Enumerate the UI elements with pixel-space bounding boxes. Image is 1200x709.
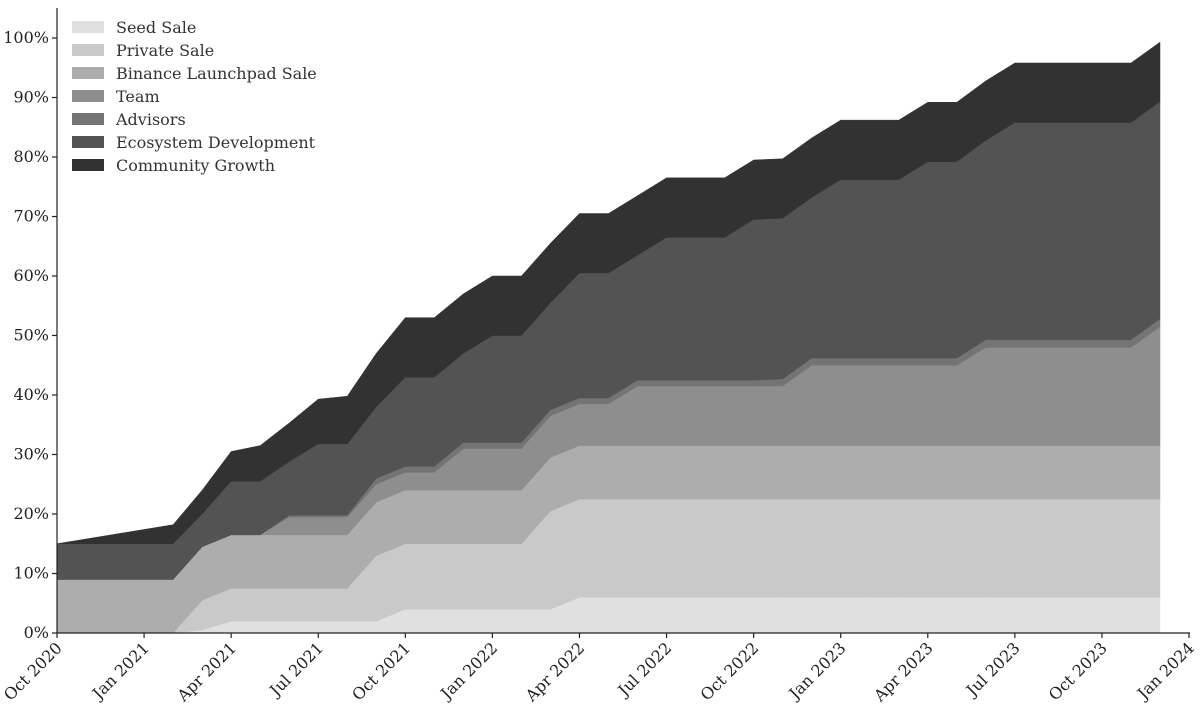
legend-item: Seed Sale xyxy=(72,18,196,37)
legend-label: Team xyxy=(116,87,160,106)
legend-label: Binance Launchpad Sale xyxy=(116,64,317,83)
x-tick-label: Jan 2024 xyxy=(1132,638,1198,704)
legend: Seed Sale Private Sale Binance Launchpad S… xyxy=(72,18,317,175)
legend-swatch xyxy=(72,67,104,79)
x-tick-label: Apr 2021 xyxy=(173,638,240,705)
legend-swatch xyxy=(72,159,104,171)
y-tick-label: 30% xyxy=(13,445,49,464)
y-tick-label: 50% xyxy=(13,326,49,345)
x-tick-label: Jan 2021 xyxy=(87,638,153,704)
legend-item: Ecosystem Development xyxy=(72,133,316,152)
y-tick-label: 90% xyxy=(13,88,49,107)
x-tick-label: Jul 2021 xyxy=(264,638,327,701)
x-tick-label: Oct 2023 xyxy=(1045,638,1111,704)
x-tick-label: Apr 2023 xyxy=(869,638,936,705)
x-tick-label: Jul 2022 xyxy=(613,638,676,701)
area-series-group xyxy=(56,41,1161,634)
legend-swatch xyxy=(72,90,104,102)
y-tick-label: 70% xyxy=(13,207,49,226)
y-tick-label: 100% xyxy=(3,28,49,47)
x-tick-label: Jul 2023 xyxy=(961,638,1024,701)
legend-item: Private Sale xyxy=(72,41,214,60)
legend-label: Private Sale xyxy=(116,41,214,60)
x-tick-label: Jan 2022 xyxy=(435,638,501,704)
area-community-growth xyxy=(56,41,1161,544)
legend-swatch xyxy=(72,44,104,56)
x-tick-label: Jan 2023 xyxy=(784,638,850,704)
legend-label: Ecosystem Development xyxy=(116,133,316,152)
x-tick-label: Oct 2020 xyxy=(0,638,66,704)
y-tick-label: 60% xyxy=(13,266,49,285)
legend-swatch xyxy=(72,113,104,125)
x-tick-label: Oct 2021 xyxy=(348,638,414,704)
x-tick-label: Oct 2022 xyxy=(696,638,762,704)
legend-swatch xyxy=(72,136,104,148)
legend-label: Seed Sale xyxy=(116,18,196,37)
legend-item: Advisors xyxy=(72,110,186,129)
x-tick-label: Apr 2022 xyxy=(521,638,588,705)
y-tick-label: 10% xyxy=(13,564,49,583)
legend-label: Community Growth xyxy=(116,156,275,175)
y-tick-label: 20% xyxy=(13,504,49,523)
legend-item: Community Growth xyxy=(72,156,275,175)
y-tick-label: 80% xyxy=(13,147,49,166)
y-tick-label: 40% xyxy=(13,385,49,404)
legend-label: Advisors xyxy=(115,110,186,129)
legend-swatch xyxy=(72,21,104,33)
legend-item: Team xyxy=(72,87,160,106)
y-tick-label: 0% xyxy=(24,623,49,642)
legend-item: Binance Launchpad Sale xyxy=(72,64,317,83)
